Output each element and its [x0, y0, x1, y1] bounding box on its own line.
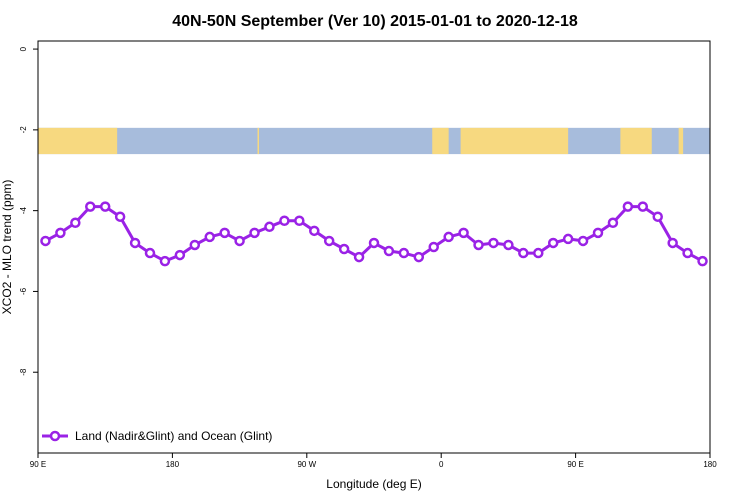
data-point — [264, 221, 275, 233]
data-point — [682, 247, 693, 259]
legend-marker — [49, 430, 61, 442]
x-tick-label: 180 — [703, 460, 717, 469]
data-point — [204, 231, 215, 243]
data-point — [353, 251, 365, 263]
ocean-area — [38, 127, 710, 155]
data-point — [70, 217, 81, 229]
data-point — [577, 235, 589, 247]
series-layer — [40, 201, 708, 267]
y-axis-label: XCO2 - MLO trend (ppm) — [0, 180, 14, 315]
x-tick-label: 90 E — [30, 460, 46, 469]
data-point — [518, 247, 529, 259]
data-point — [323, 235, 335, 247]
x-tick-label: 0 — [439, 460, 444, 469]
data-point — [144, 247, 156, 259]
data-point — [443, 231, 454, 243]
y-tick-label: 0 — [19, 46, 28, 51]
land-area — [460, 127, 569, 155]
y-tick-label: -2 — [19, 126, 28, 134]
data-point — [458, 227, 469, 239]
y-tick-label: -8 — [19, 368, 28, 376]
data-point — [338, 243, 350, 255]
y-axis: 0 -2 -4 -6 -8 — [19, 46, 38, 376]
legend: Land (Nadir&Glint) and Ocean (Glint) — [42, 429, 272, 443]
x-axis: 90 E 180 90 W 0 90 E 180 — [30, 453, 717, 469]
data-point — [189, 239, 201, 251]
data-point — [562, 233, 574, 245]
data-point — [607, 217, 619, 229]
data-point — [249, 227, 260, 239]
data-point — [592, 227, 604, 239]
data-point — [473, 239, 484, 251]
x-tick-label: 180 — [166, 460, 180, 469]
y-tick-label: -4 — [19, 207, 28, 215]
y-tick-label: -6 — [19, 287, 28, 295]
data-point — [637, 201, 649, 212]
data-point — [428, 241, 439, 253]
data-point — [697, 255, 708, 267]
series-line — [44, 205, 704, 263]
data-point — [129, 237, 141, 249]
data-point — [622, 201, 634, 212]
data-point — [667, 237, 678, 249]
data-point — [279, 215, 290, 226]
data-point — [99, 201, 111, 212]
land-area — [257, 127, 260, 155]
data-point — [547, 237, 559, 249]
x-tick-label: 90 E — [567, 460, 583, 469]
data-point — [234, 235, 245, 247]
data-point — [294, 215, 305, 226]
data-point — [85, 201, 96, 212]
data-point — [159, 255, 171, 267]
land-area — [678, 127, 684, 155]
data-point — [174, 249, 186, 261]
data-point — [114, 211, 126, 222]
data-point — [652, 211, 663, 222]
data-point — [309, 225, 320, 237]
legend-label: Land (Nadir&Glint) and Ocean (Glint) — [75, 429, 272, 443]
data-point — [40, 235, 51, 247]
data-point — [503, 239, 514, 251]
data-point — [413, 251, 425, 263]
data-point — [383, 245, 395, 257]
data-point — [533, 247, 544, 259]
land-area — [38, 127, 118, 155]
data-point — [368, 237, 380, 249]
land-ocean-band — [38, 127, 710, 155]
x-axis-label: Longitude (deg E) — [326, 477, 421, 491]
data-point — [219, 227, 230, 239]
x-tick-label: 90 W — [297, 460, 316, 469]
plot-frame — [37, 40, 711, 454]
data-point — [488, 237, 499, 249]
land-area — [432, 127, 449, 155]
chart-title: 40N-50N September (Ver 10) 2015-01-01 to… — [172, 13, 578, 30]
data-point — [398, 247, 410, 259]
data-point — [55, 227, 66, 239]
land-area — [620, 127, 652, 155]
